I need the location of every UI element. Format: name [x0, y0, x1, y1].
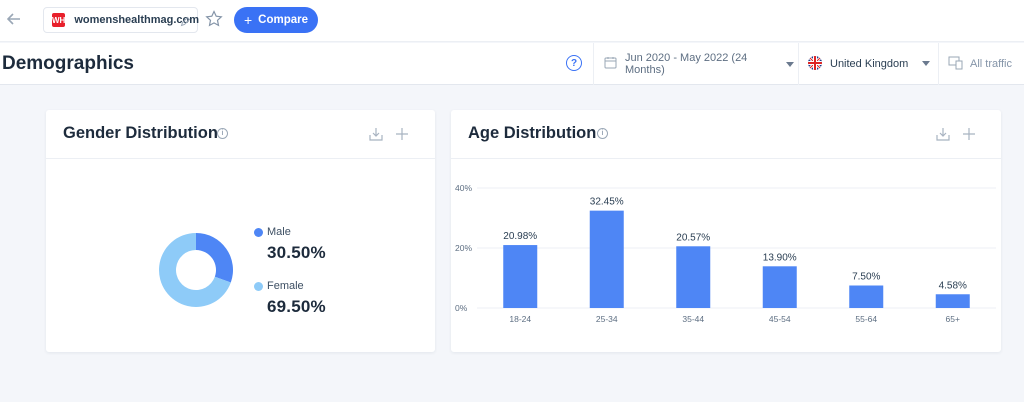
- bar-value-label: 7.50%: [852, 272, 880, 283]
- age-bar-18-24[interactable]: [503, 245, 538, 308]
- uk-flag-icon: [808, 55, 822, 73]
- add-icon[interactable]: [963, 127, 975, 145]
- bar-value-label: 20.57%: [676, 232, 710, 243]
- gender-distribution-card: Gender Distribution i Male 30.50% Female…: [46, 110, 435, 352]
- x-tick-label: 35-44: [682, 314, 704, 324]
- age-bar-65+[interactable]: [935, 294, 970, 308]
- divider: [798, 43, 799, 85]
- date-range-label: Jun 2020 - May 2022 (24 Months): [625, 52, 748, 76]
- y-tick-label: 0%: [455, 303, 468, 313]
- back-arrow-icon[interactable]: [4, 9, 24, 29]
- page-header: Demographics ? Jun 2020 - May 2022 (24 M…: [0, 43, 1024, 85]
- x-tick-label: 25-34: [596, 314, 618, 324]
- card-title: Gender Distribution: [63, 124, 218, 142]
- date-range-picker[interactable]: Jun 2020 - May 2022 (24 Months): [604, 43, 794, 85]
- help-icon[interactable]: ?: [566, 55, 582, 71]
- male-legend-dot: [254, 228, 263, 237]
- download-icon[interactable]: [936, 127, 950, 146]
- compare-button[interactable]: + Compare: [234, 7, 318, 33]
- traffic-label: All traffic: [970, 58, 1012, 70]
- chevron-down-icon: [786, 61, 794, 67]
- pencil-icon[interactable]: [180, 14, 191, 32]
- female-legend-dot: [254, 282, 263, 291]
- add-icon[interactable]: [396, 127, 408, 145]
- star-icon[interactable]: [205, 10, 223, 33]
- devices-icon: [948, 56, 964, 73]
- site-chip[interactable]: WH womenshealthmag.com: [43, 7, 200, 33]
- donut-slice-male[interactable]: [196, 233, 233, 283]
- y-tick-label: 40%: [455, 183, 472, 193]
- age-bar-chart: 0% 20% 40% 20.98% 18-24 32.45% 25-34 20.57% 35-4…: [455, 183, 996, 324]
- card-header: Gender Distribution i: [46, 110, 435, 159]
- info-icon[interactable]: i: [217, 128, 228, 139]
- bar-value-label: 20.98%: [503, 231, 537, 242]
- bar-value-label: 4.58%: [939, 280, 967, 291]
- age-bar-55-64[interactable]: [849, 285, 884, 309]
- divider: [593, 43, 594, 85]
- x-tick-label: 18-24: [509, 314, 531, 324]
- male-value: 30.50%: [267, 243, 326, 262]
- traffic-selector[interactable]: All traffic: [948, 43, 1024, 85]
- divider: [938, 43, 939, 85]
- compare-label: Compare: [258, 14, 309, 26]
- card-header: Age Distribution i: [451, 110, 1001, 159]
- calendar-icon: [604, 56, 617, 72]
- site-favicon-icon: WH: [52, 13, 66, 27]
- gender-donut-chart: [159, 233, 233, 307]
- download-icon[interactable]: [369, 127, 383, 146]
- age-bar-35-44[interactable]: [676, 246, 711, 308]
- chevron-down-icon: [922, 61, 930, 66]
- x-tick-label: 55-64: [855, 314, 877, 324]
- plus-icon: +: [243, 12, 253, 28]
- site-name: womenshealthmag.com: [74, 14, 200, 26]
- age-bar-45-54[interactable]: [762, 266, 797, 308]
- top-bar: WH womenshealthmag.com + Compare: [0, 0, 1024, 42]
- y-tick-label: 20%: [455, 243, 472, 253]
- country-selector[interactable]: United Kingdom: [808, 43, 932, 85]
- female-value: 69.50%: [267, 297, 326, 316]
- x-tick-label: 65+: [946, 314, 960, 324]
- card-title: Age Distribution: [468, 124, 597, 142]
- page-title: Demographics: [2, 53, 134, 74]
- male-label: Male: [267, 226, 291, 238]
- x-tick-label: 45-54: [769, 314, 791, 324]
- country-label: United Kingdom: [830, 58, 909, 70]
- donut-slice-female[interactable]: [159, 233, 231, 307]
- age-bar-25-34[interactable]: [589, 210, 624, 308]
- info-icon[interactable]: i: [597, 128, 608, 139]
- female-label: Female: [267, 280, 304, 292]
- bar-value-label: 13.90%: [763, 252, 797, 263]
- bar-value-label: 32.45%: [590, 197, 624, 208]
- age-distribution-card: Age Distribution i 0% 20% 40% 20.98% 18-24 32…: [451, 110, 1001, 352]
